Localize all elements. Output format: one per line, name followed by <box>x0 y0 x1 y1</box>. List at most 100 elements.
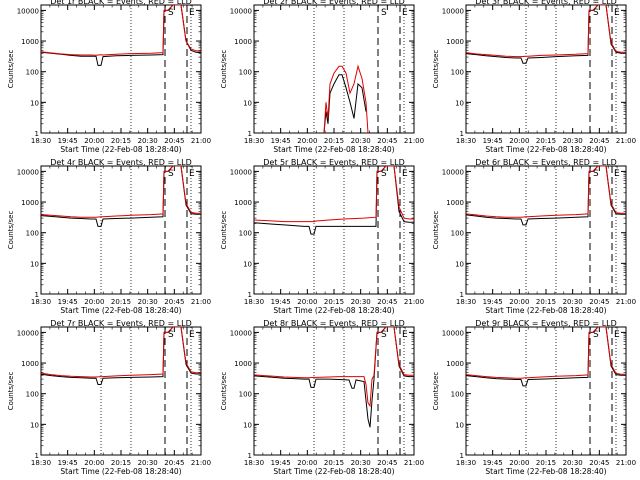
x-tick-label: 20:45 <box>164 459 184 467</box>
series-group <box>41 327 201 385</box>
plot-frame <box>253 326 415 456</box>
x-tick-label: 21:00 <box>404 459 424 467</box>
x-tick-label: 18:30 <box>31 298 51 306</box>
y-tick-label: 10000 <box>17 329 39 337</box>
chart-title: Det 7r BLACK = Events, RED = LLD <box>50 319 192 328</box>
x-tick-label: 20:15 <box>111 459 131 467</box>
x-tick-label: 20:45 <box>589 298 609 306</box>
x-tick-label: 20:00 <box>297 137 317 145</box>
flare-marker-s: S <box>593 169 599 179</box>
x-tick-label: 19:45 <box>483 298 503 306</box>
series-group <box>466 166 626 226</box>
x-axis-label: Start Time (22-Feb-08 18:28:40) <box>60 467 181 476</box>
y-axis-label: Counts/sec <box>220 372 228 411</box>
x-tick-label: 19:45 <box>58 459 78 467</box>
y-tick-label: 10000 <box>17 7 39 15</box>
chart-panel-4: Det 4r BLACK = Events, RED = LLD 1 10 100 10… <box>7 158 211 315</box>
flare-marker-e: E <box>189 330 195 340</box>
chart-title: Det 3r BLACK = Events, RED = LLD <box>475 0 617 6</box>
x-tick-label: 20:30 <box>563 137 583 145</box>
chart-panel-2: Det 2r BLACK = Events, RED = LLD 1 10 100 10… <box>220 0 424 154</box>
y-tick-label: 100 <box>451 230 464 238</box>
x-tick-label: 19:45 <box>483 137 503 145</box>
plot-frame <box>465 326 627 456</box>
chart-panel-7: Det 7r BLACK = Events, RED = LLD 1 10 100 10… <box>7 319 211 476</box>
x-axis-label: Start Time (22-Feb-08 18:28:40) <box>485 467 606 476</box>
x-tick-label: 20:00 <box>297 298 317 306</box>
chart-title: Det 4r BLACK = Events, RED = LLD <box>50 158 192 167</box>
series-group <box>466 5 626 64</box>
chart-panel-3: Det 3r BLACK = Events, RED = LLD 1 10 100 10… <box>432 0 636 154</box>
y-tick-label: 10000 <box>442 7 464 15</box>
y-tick-label: 10000 <box>442 329 464 337</box>
y-tick-label: 10 <box>455 260 464 268</box>
x-axis-label: Start Time (22-Feb-08 18:28:40) <box>273 306 394 315</box>
x-axis-label: Start Time (22-Feb-08 18:28:40) <box>60 306 181 315</box>
y-tick-label: 1 <box>35 452 39 460</box>
y-tick-label: 10 <box>243 260 252 268</box>
y-tick-label: 10 <box>30 421 39 429</box>
series-group <box>41 166 201 227</box>
y-tick-label: 100 <box>451 391 464 399</box>
x-tick-label: 18:30 <box>456 298 476 306</box>
flare-marker-s: S <box>168 169 174 179</box>
y-tick-label: 10000 <box>230 168 252 176</box>
x-axis-label: Start Time (22-Feb-08 18:28:40) <box>485 306 606 315</box>
x-tick-label: 20:00 <box>509 137 529 145</box>
y-tick-label: 10 <box>30 260 39 268</box>
lld-series-line <box>254 166 414 223</box>
y-tick-label: 100 <box>451 69 464 77</box>
chart-title: Det 6r BLACK = Events, RED = LLD <box>475 158 617 167</box>
events-series-line <box>323 74 367 133</box>
y-tick-label: 10 <box>30 99 39 107</box>
flare-marker-s: S <box>593 8 599 18</box>
series-group <box>323 64 369 133</box>
x-tick-label: 18:30 <box>456 137 476 145</box>
plot-frame <box>40 165 202 295</box>
y-tick-label: 10 <box>455 421 464 429</box>
x-tick-label: 20:15 <box>111 298 131 306</box>
y-tick-label: 10000 <box>442 168 464 176</box>
x-tick-label: 20:15 <box>324 137 344 145</box>
x-tick-label: 21:00 <box>191 137 211 145</box>
x-tick-label: 21:00 <box>404 137 424 145</box>
chart-title: Det 5r BLACK = Events, RED = LLD <box>263 158 405 167</box>
y-tick-label: 1 <box>248 291 252 299</box>
x-axis-label: Start Time (22-Feb-08 18:28:40) <box>273 145 394 154</box>
lld-series-line <box>466 166 626 218</box>
x-tick-label: 20:15 <box>536 298 556 306</box>
y-tick-label: 1000 <box>446 38 464 46</box>
x-axis-label: Start Time (22-Feb-08 18:28:40) <box>60 145 181 154</box>
y-tick-label: 1000 <box>446 360 464 368</box>
x-tick-label: 20:45 <box>589 137 609 145</box>
x-tick-label: 19:45 <box>483 459 503 467</box>
series-group <box>41 5 201 66</box>
lld-series-line <box>254 327 414 408</box>
flare-marker-e: E <box>189 169 195 179</box>
x-tick-label: 20:45 <box>164 137 184 145</box>
chart-title: Det 1r BLACK = Events, RED = LLD <box>50 0 192 6</box>
y-tick-label: 1 <box>35 291 39 299</box>
x-tick-label: 20:00 <box>84 298 104 306</box>
x-tick-label: 21:00 <box>616 459 636 467</box>
lld-series-line <box>41 327 201 378</box>
x-tick-label: 20:45 <box>164 298 184 306</box>
flare-marker-e: E <box>402 8 408 18</box>
chart-panel-6: Det 6r BLACK = Events, RED = LLD 1 10 100 10… <box>432 158 636 315</box>
y-axis-label: Counts/sec <box>220 50 228 89</box>
y-tick-label: 1000 <box>21 38 39 46</box>
x-tick-label: 19:45 <box>271 459 291 467</box>
series-group <box>254 166 414 235</box>
x-tick-label: 20:15 <box>536 137 556 145</box>
x-tick-label: 20:15 <box>324 298 344 306</box>
flare-marker-s: S <box>168 330 174 340</box>
chart-panel-8: Det 8r BLACK = Events, RED = LLD 1 10 100 10… <box>220 319 424 476</box>
chart-title: Det 9r BLACK = Events, RED = LLD <box>475 319 617 328</box>
x-tick-label: 20:00 <box>297 459 317 467</box>
lld-series-line <box>323 64 369 133</box>
flare-marker-e: E <box>614 8 620 18</box>
x-tick-label: 20:30 <box>138 137 158 145</box>
y-tick-label: 10 <box>243 99 252 107</box>
x-tick-label: 18:30 <box>456 459 476 467</box>
